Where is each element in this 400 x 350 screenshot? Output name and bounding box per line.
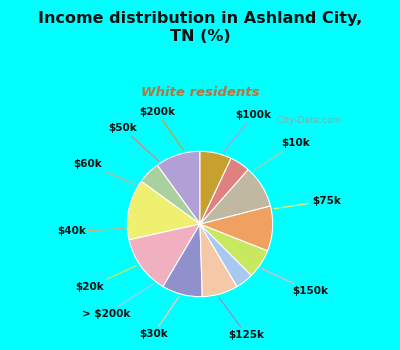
Wedge shape <box>141 165 200 224</box>
Text: $200k: $200k <box>139 107 184 150</box>
Wedge shape <box>129 224 200 287</box>
Text: $10k: $10k <box>254 138 310 170</box>
Wedge shape <box>200 206 273 251</box>
Wedge shape <box>163 224 202 297</box>
Text: $75k: $75k <box>274 196 341 209</box>
Wedge shape <box>200 224 268 275</box>
Text: $125k: $125k <box>219 297 264 340</box>
Wedge shape <box>200 151 231 224</box>
Text: $150k: $150k <box>261 268 328 296</box>
Text: City-Data.com: City-Data.com <box>268 116 341 125</box>
Text: White residents: White residents <box>141 86 259 99</box>
Text: Income distribution in Ashland City,
TN (%): Income distribution in Ashland City, TN … <box>38 10 362 44</box>
Text: $50k: $50k <box>108 124 158 161</box>
Text: $20k: $20k <box>76 266 137 292</box>
Text: > $200k: > $200k <box>82 284 154 319</box>
Text: $60k: $60k <box>74 159 136 184</box>
Text: $100k: $100k <box>223 110 271 152</box>
Wedge shape <box>200 158 248 224</box>
Text: $30k: $30k <box>139 296 179 339</box>
Wedge shape <box>200 169 270 224</box>
Wedge shape <box>157 151 200 224</box>
Wedge shape <box>200 224 252 287</box>
Text: $40k: $40k <box>57 226 124 236</box>
Wedge shape <box>200 224 237 297</box>
Wedge shape <box>127 181 200 240</box>
